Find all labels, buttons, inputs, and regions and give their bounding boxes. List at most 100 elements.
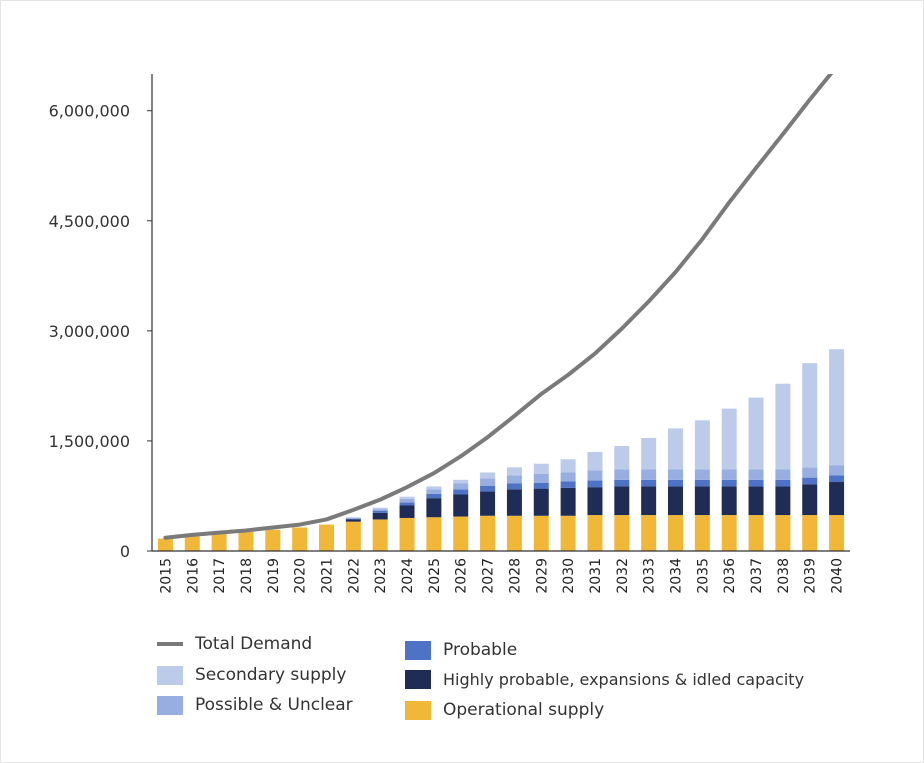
bar-segment-highly-probable-expansions-idled-capacity-2026 <box>453 494 469 517</box>
y-tick-label: 6,000,000 <box>49 102 130 121</box>
bar-segment-secondary-supply-2033 <box>641 437 657 470</box>
bar-segment-operational-supply-2024 <box>399 517 415 551</box>
x-tick-label: 2027 <box>481 558 497 594</box>
bar-segment-highly-probable-expansions-idled-capacity-2029 <box>533 488 549 516</box>
bar-segment-highly-probable-expansions-idled-capacity-2031 <box>587 487 603 516</box>
x-tick-label: 2017 <box>212 558 228 594</box>
bar-segment-probable-2024 <box>399 502 415 506</box>
x-tick-label: 2018 <box>239 558 255 594</box>
legend-swatch <box>157 665 183 685</box>
bar-segment-operational-supply-2030 <box>560 515 576 551</box>
x-tick-label: 2031 <box>588 558 604 594</box>
bar-segment-possible-unclear-2034 <box>668 469 683 480</box>
bar-segment-operational-supply-2016 <box>184 536 200 551</box>
bar-segment-probable-2033 <box>641 479 657 487</box>
bar-segment-secondary-supply-2022 <box>345 517 361 518</box>
total-demand-line <box>163 74 834 540</box>
legend-item-operational-supply: Operational supply <box>405 700 604 720</box>
legend-item-secondary-supply: Secondary supply <box>157 665 346 685</box>
bar-segment-secondary-supply-2030 <box>560 459 576 473</box>
x-tick-label: 2028 <box>507 558 523 594</box>
bar-segment-possible-unclear-2024 <box>399 498 415 503</box>
x-tick-label: 2029 <box>534 558 550 594</box>
bar-segment-secondary-supply-2037 <box>748 397 764 470</box>
bar-segment-probable-2026 <box>453 489 469 495</box>
legend-label: Probable <box>443 640 518 660</box>
bar-segment-secondary-supply-2024 <box>399 496 415 499</box>
bar-segment-highly-probable-expansions-idled-capacity-2035 <box>694 486 710 516</box>
bar-segment-highly-probable-expansions-idled-capacity-2027 <box>480 491 496 516</box>
bar-segment-operational-supply-2020 <box>292 527 308 551</box>
y-tick-label: 3,000,000 <box>49 322 130 341</box>
demand-line-layer <box>163 74 834 540</box>
bar-segment-possible-unclear-2035 <box>694 469 710 480</box>
bar-segment-secondary-supply-2040 <box>829 349 845 466</box>
bar-segment-secondary-supply-2027 <box>480 472 496 479</box>
bar-stacks <box>157 349 845 551</box>
bar-segment-probable-2040 <box>829 475 845 483</box>
bar-segment-probable-2028 <box>506 483 522 490</box>
y-axis-ticks: 0 1,500,000 3,000,000 4,500,000 6,000,000 <box>49 102 152 561</box>
bar-segment-secondary-supply-2031 <box>587 451 603 471</box>
bar-segment-highly-probable-expansions-idled-capacity-2028 <box>506 489 522 516</box>
x-tick-label: 2020 <box>293 558 309 594</box>
bar-segment-operational-supply-2023 <box>372 519 388 551</box>
legend-label: Total Demand <box>195 634 313 654</box>
bar-segment-probable-2030 <box>560 481 576 488</box>
bar-segment-operational-supply-2039 <box>802 515 818 551</box>
bar-segment-probable-2035 <box>694 479 710 487</box>
x-axis-ticks: 2015 2016 2017 2018 2019 2020 2021 2022 2023 2024… <box>158 558 845 594</box>
bar-segment-secondary-supply-2034 <box>668 428 683 470</box>
bar-segment-possible-unclear-2040 <box>829 465 845 476</box>
x-tick-label: 2016 <box>185 558 201 594</box>
bar-segment-operational-supply-2033 <box>641 515 657 551</box>
x-tick-label: 2026 <box>454 558 470 594</box>
bar-segment-possible-unclear-2037 <box>748 469 764 480</box>
bar-segment-possible-unclear-2027 <box>480 478 496 486</box>
legend-label: Operational supply <box>443 700 605 720</box>
bar-segment-highly-probable-expansions-idled-capacity-2030 <box>560 487 576 516</box>
legend-item-possible-unclear: Possible & Unclear <box>157 695 353 715</box>
bar-segment-operational-supply-2027 <box>480 515 496 551</box>
bar-segment-highly-probable-expansions-idled-capacity-2039 <box>802 484 818 516</box>
bar-segment-possible-unclear-2038 <box>775 469 791 480</box>
y-tick-label: 0 <box>120 542 130 561</box>
bar-segment-secondary-supply-2036 <box>721 408 737 470</box>
bar-segment-secondary-supply-2026 <box>453 479 469 484</box>
bar-segment-secondary-supply-2039 <box>802 363 818 468</box>
x-tick-label: 2021 <box>320 558 336 594</box>
bar-segment-operational-supply-2018 <box>238 531 254 551</box>
bar-segment-probable-2037 <box>748 479 764 487</box>
bar-segment-operational-supply-2019 <box>265 529 281 551</box>
bar-segment-probable-2034 <box>668 479 683 487</box>
legend-line-swatch <box>157 642 183 646</box>
bar-segment-highly-probable-expansions-idled-capacity-2022 <box>345 519 361 522</box>
bar-segment-operational-supply-2022 <box>345 521 361 551</box>
x-tick-label: 2036 <box>722 558 738 594</box>
legend-swatch <box>405 670 431 689</box>
bar-segment-highly-probable-expansions-idled-capacity-2032 <box>614 486 630 516</box>
bar-segment-secondary-supply-2038 <box>775 383 791 470</box>
legend-swatch <box>405 700 431 720</box>
x-tick-label: 2030 <box>561 558 577 594</box>
bar-segment-operational-supply-2029 <box>533 515 549 551</box>
bar-segment-operational-supply-2034 <box>668 515 683 551</box>
bar-segment-possible-unclear-2025 <box>426 489 442 494</box>
bar-segment-probable-2039 <box>802 477 818 485</box>
bar-segment-probable-2029 <box>533 482 549 489</box>
x-tick-label: 2037 <box>749 558 765 594</box>
bar-segment-secondary-supply-2029 <box>533 463 549 474</box>
legend-label: Possible & Unclear <box>195 695 353 715</box>
x-tick-label: 2025 <box>427 558 443 594</box>
bar-segment-operational-supply-2028 <box>506 515 522 551</box>
bar-segment-possible-unclear-2022 <box>345 517 361 519</box>
legend-label: Secondary supply <box>195 665 347 685</box>
bar-segment-possible-unclear-2026 <box>453 483 469 490</box>
bar-segment-possible-unclear-2028 <box>506 475 522 484</box>
bar-segment-highly-probable-expansions-idled-capacity-2037 <box>748 486 764 516</box>
bar-segment-possible-unclear-2032 <box>614 469 630 480</box>
bar-segment-probable-2023 <box>372 510 388 513</box>
x-tick-label: 2022 <box>346 558 362 594</box>
x-tick-label: 2038 <box>776 558 792 594</box>
legend-item-probable: Probable <box>405 640 517 660</box>
